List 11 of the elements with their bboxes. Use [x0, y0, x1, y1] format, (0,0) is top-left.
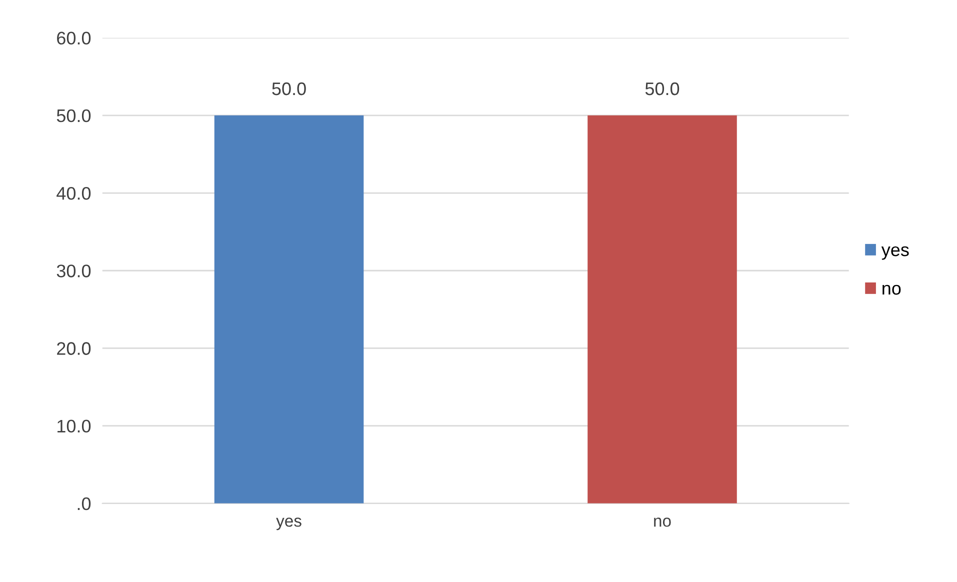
data-label: 50.0 — [272, 82, 306, 96]
y-tick-label: 40.0 — [56, 186, 91, 200]
y-tick-label: 30.0 — [56, 264, 91, 278]
legend-label: no — [882, 284, 901, 295]
y-tick-label: 60.0 — [57, 32, 91, 45]
y-tick-label: 50.0 — [56, 109, 91, 122]
legend-label: yes — [881, 246, 909, 260]
data-label: 50.0 — [645, 82, 680, 96]
y-tick-label: 10.0 — [58, 420, 91, 433]
y-tick-label: 20.0 — [57, 342, 91, 355]
y-tick-label: .0 — [78, 497, 91, 510]
